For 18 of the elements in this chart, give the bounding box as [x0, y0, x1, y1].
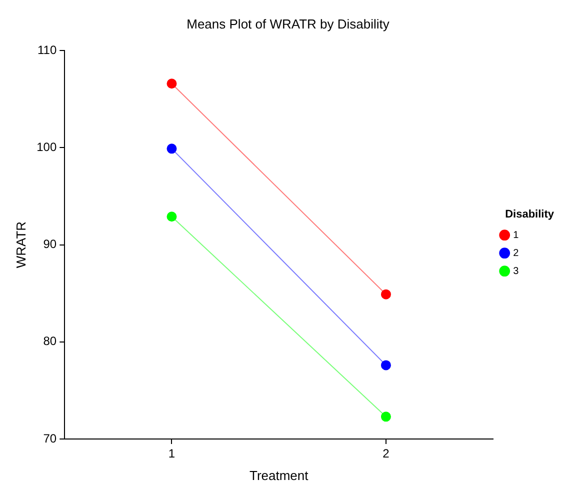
y-tick-label: 110	[37, 42, 57, 57]
chart-title: Means Plot of WRATR by Disability	[186, 16, 390, 32]
point	[380, 289, 391, 300]
legend-label: 2	[513, 248, 520, 259]
y-axis-title: WRATR	[13, 221, 28, 268]
point	[380, 360, 391, 370]
legend-title: Disability	[505, 208, 555, 220]
x-axis-title: Treatment	[249, 468, 309, 483]
point	[166, 78, 177, 89]
point	[380, 412, 391, 422]
y-tick-label: 90	[43, 237, 57, 252]
y-tick-label: 70	[43, 431, 57, 446]
point	[166, 212, 177, 222]
y-tick-label: 80	[43, 334, 57, 348]
point	[166, 144, 177, 154]
legend-label: 1	[513, 230, 520, 241]
y-tick-label: 100	[36, 140, 57, 154]
legend-label: 3	[513, 266, 520, 277]
